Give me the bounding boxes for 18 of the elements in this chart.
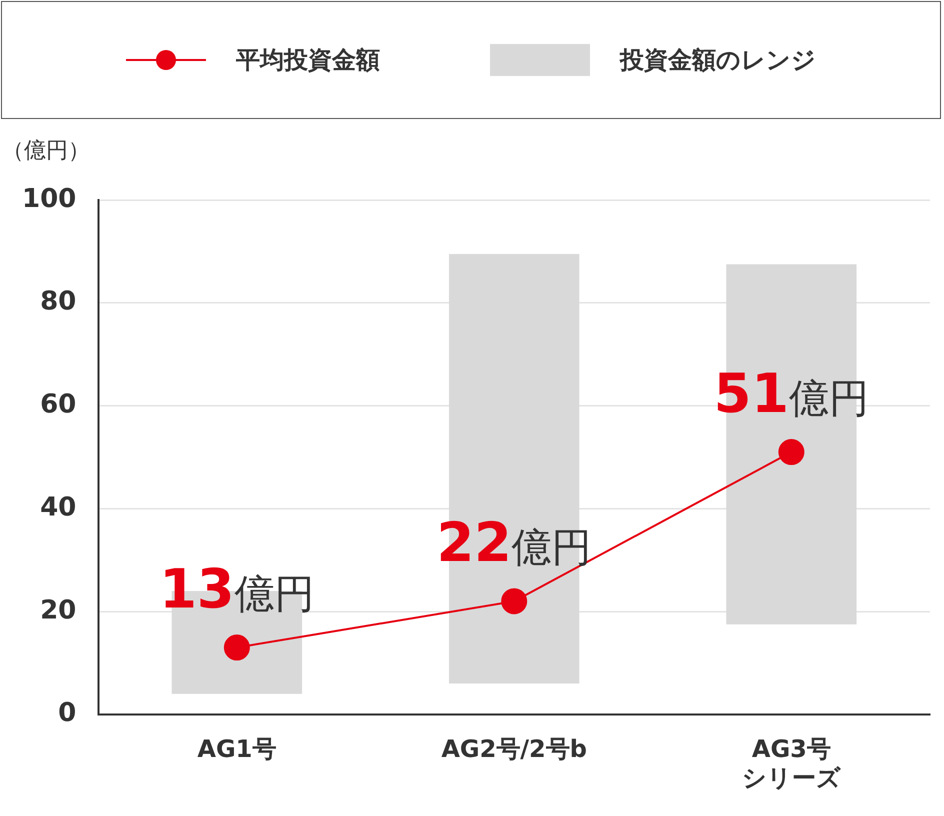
y-tick-label: 40 xyxy=(40,492,76,522)
y-tick-label: 0 xyxy=(58,698,76,728)
y-tick-label: 100 xyxy=(22,184,76,214)
data-label: 51億円 xyxy=(714,362,869,426)
y-tick-label: 80 xyxy=(40,286,76,317)
data-label: 13億円 xyxy=(159,558,314,621)
point xyxy=(224,634,250,661)
legend-label: 平均投資金額 xyxy=(236,45,380,76)
legend-label: 投資金額のレンジ xyxy=(620,45,816,76)
x-tick-label: AG3号シリーズ xyxy=(742,735,841,792)
data-label: 22億円 xyxy=(436,511,592,574)
x-tick-label: AG1号 xyxy=(197,735,276,764)
y-tick-label: 20 xyxy=(40,595,76,626)
point xyxy=(501,588,528,614)
x-tick-label: AG2号/2号b xyxy=(441,735,587,764)
y-tick-label: 60 xyxy=(40,390,76,420)
point xyxy=(778,439,804,466)
y-axis-title: （億円） xyxy=(2,138,90,164)
